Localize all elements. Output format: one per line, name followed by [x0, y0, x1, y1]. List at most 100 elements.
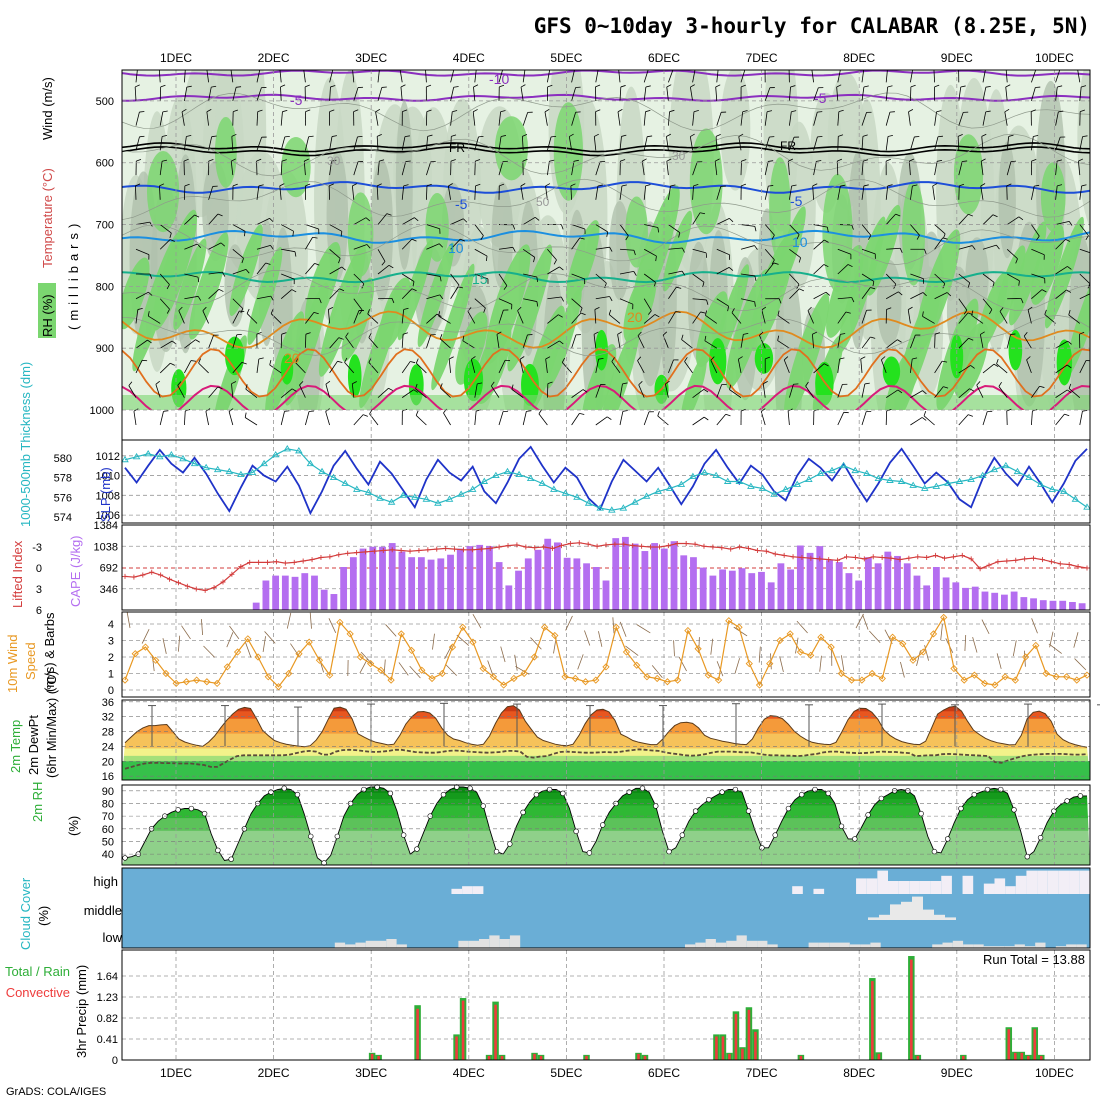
cloud-high-bar: [813, 888, 825, 894]
wind10-marker: [694, 645, 702, 653]
wind-barb-flag: [149, 273, 153, 279]
wind-barbs-upper: [128, 66, 1090, 426]
wind-barb: [692, 416, 705, 426]
cloud-bars: [334, 870, 1091, 948]
wind10-marker: [121, 676, 129, 684]
wind-barb-flag: [270, 245, 274, 250]
thickness-marker: [1002, 461, 1010, 469]
wind-barb-flag: [597, 184, 603, 187]
li-marker: [452, 546, 458, 552]
li-marker: [1066, 562, 1072, 567]
wind-barb-flag: [575, 68, 580, 69]
wind-barb-flag: [765, 356, 771, 360]
wind-barb-flag: [980, 331, 985, 335]
wind-barb: [716, 266, 730, 275]
li-marker: [941, 555, 947, 561]
wind-barb-flag: [241, 361, 247, 365]
wind10-marker: [1001, 673, 1009, 681]
precip-conv-bar: [799, 1055, 803, 1060]
wind-barb-flag: [621, 184, 627, 187]
pressure-tick-800: 800: [96, 281, 114, 293]
wind-barb: [426, 273, 441, 277]
wind-barb: [232, 310, 240, 324]
wind-barb-flag: [642, 158, 647, 162]
precip-conv-bar: [416, 1008, 419, 1060]
wind-barb: [789, 248, 801, 259]
wind-barb: [571, 112, 577, 126]
rh-marker: [971, 791, 977, 798]
wind-barb-flag: [989, 309, 993, 315]
wind10-barb: [162, 638, 167, 654]
wind-barb: [617, 111, 621, 126]
cape-bar: [485, 546, 493, 610]
wind-barb: [1031, 186, 1035, 200]
wind-barb: [181, 111, 185, 126]
wind-barb-flag: [742, 110, 748, 113]
wind-barb-flag: [887, 85, 893, 88]
li-marker: [861, 556, 867, 562]
wind-barb: [813, 264, 825, 275]
thickness-marker: [329, 473, 338, 480]
wind-barb-flag: [799, 288, 805, 292]
wind-barb-flag: [450, 159, 456, 162]
wind-barb: [861, 411, 867, 426]
wind-barb: [299, 384, 306, 398]
top-date-labels: 1DEC 2DEC 3DEC 4DEC 5DEC 6DEC 7DEC 8DEC 9DEC 10DE…: [160, 51, 1074, 65]
li-marker: [309, 557, 315, 563]
wind-barb: [329, 361, 338, 374]
slp-line: [124, 445, 1088, 516]
li-marker: [469, 547, 475, 553]
wind-barb: [352, 70, 355, 83]
thickness-marker: [886, 476, 894, 483]
wind-barb-flag: [598, 357, 604, 360]
thickness-marker: [1036, 480, 1045, 487]
wind-barb-flag: [352, 66, 356, 68]
cape-bar: [1078, 603, 1086, 610]
precip-conv-bar: [910, 959, 913, 1060]
wind-barb: [231, 136, 234, 151]
rh-marker: [1064, 798, 1070, 804]
rh-upper-patch: [902, 180, 926, 286]
wind10-barb: [201, 619, 203, 636]
li-marker: [327, 554, 333, 560]
rh2m-line: [122, 784, 1090, 866]
wind-barb: [789, 111, 792, 126]
wind-barb-flag: [621, 134, 627, 137]
wind-barb-flag: [198, 358, 201, 364]
wind10-marker: [581, 678, 590, 686]
wind-barb-flag: [386, 213, 392, 216]
wind-barb-flag: [197, 243, 202, 248]
wind-barb: [571, 334, 577, 349]
thickness-marker: [213, 465, 222, 473]
wind-barb-flag: [620, 85, 626, 88]
wind-barb: [438, 315, 451, 324]
wind-barb-flag: [137, 308, 143, 310]
wind-barb: [401, 361, 411, 374]
wind10-marker: [469, 638, 477, 646]
thickness-marker: [793, 480, 802, 487]
wind-barb: [280, 86, 282, 101]
wind-barb-flag: [690, 133, 695, 137]
cloud-high-bar: [930, 881, 942, 894]
top-date-5DEC: 5DEC: [550, 51, 582, 65]
wind-barb: [958, 298, 968, 311]
cape-bar: [301, 573, 309, 610]
thickness-marker: [1071, 495, 1080, 502]
wind-barb-flag: [959, 183, 965, 187]
thickness-marker: [1083, 503, 1091, 510]
wind-barb: [1031, 70, 1037, 83]
wind-barb: [861, 224, 872, 236]
wind-barb-flag: [847, 264, 853, 268]
rh-marker: [201, 810, 208, 817]
wind-barb: [256, 137, 263, 151]
wind-barb: [256, 87, 262, 102]
cloud-low-bar: [1014, 944, 1025, 948]
wind-barb: [692, 273, 705, 283]
bottom-date-8DEC: 8DEC: [843, 1066, 875, 1080]
wind-barb: [1023, 335, 1032, 349]
li-marker: [398, 548, 404, 553]
wind-barb: [571, 312, 582, 324]
wind-barb-flag: [304, 158, 309, 162]
wind-barb: [426, 334, 432, 349]
wind10-barb: [862, 614, 869, 630]
